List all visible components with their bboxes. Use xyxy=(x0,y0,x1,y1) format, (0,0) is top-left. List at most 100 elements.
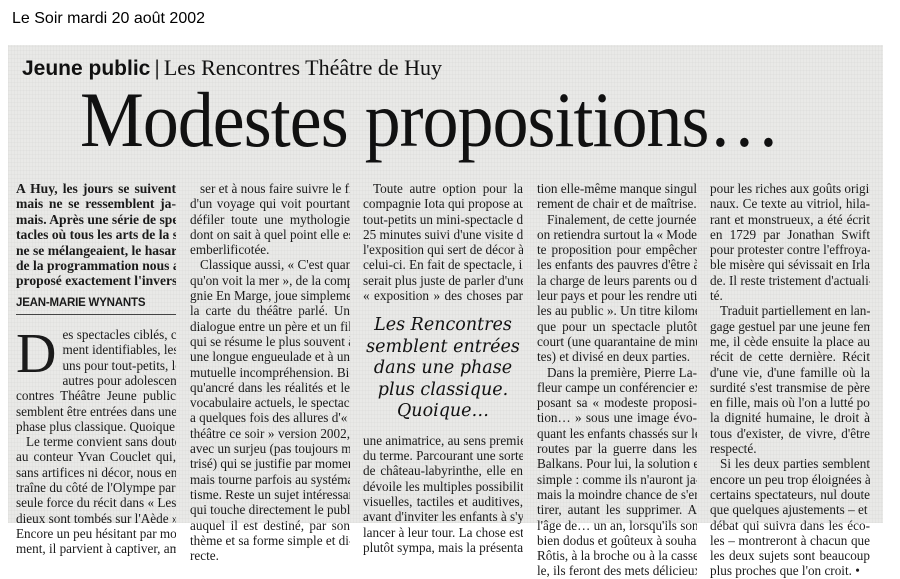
text-line: l'exposition qui sert de décor à xyxy=(363,242,523,258)
text-line: Le terme convient sans doute xyxy=(26,434,176,450)
column-4: tion elle-même manque singuliè-rement de… xyxy=(537,181,697,579)
text-line: certains spectateurs, nul doute xyxy=(710,486,870,502)
text-line: simple : comme ils n'auront ja- xyxy=(537,471,697,487)
text-line: les deux sujets sont beaucoup xyxy=(710,548,870,564)
pull-quote-line: dans une phase xyxy=(373,358,513,379)
text-line: tous d'exister, de vivre, d'être xyxy=(710,425,870,441)
text-line: ment identifiables, les xyxy=(62,342,176,358)
text-line: l'âge de… un an, lorsqu'ils sont xyxy=(537,517,697,533)
text-line: traîne du côté de l'Olympe par la xyxy=(16,480,176,495)
text-line: que pour un spectacle plutôt xyxy=(537,318,697,334)
page-caption: Le Soir mardi 20 août 2002 xyxy=(12,10,206,27)
text-line: A Huy, les jours se suivent xyxy=(16,181,176,196)
text-line: ble misère qui sévissait en Irlan- xyxy=(710,257,870,273)
text-line: recte. xyxy=(190,548,219,564)
text-line: naux. Ce texte au vitriol, hila- xyxy=(710,196,870,212)
text-line: serait plus juste de parler d'une xyxy=(363,272,523,288)
text-line: tisme. Reste un sujet intéressant xyxy=(190,486,350,502)
pull-quote-line: Les Rencontres xyxy=(374,315,512,336)
paragraph: Si les deux parties semblent encore un pe… xyxy=(710,456,870,578)
column-3: Toute autre option pour la compagnie Iota… xyxy=(363,181,523,555)
text-line: la dignité humaine, le droit à xyxy=(710,410,870,426)
text-line: semblent être entrées dans une xyxy=(16,403,176,419)
text-line: Rôtis, à la broche ou à la cassero- xyxy=(537,548,697,564)
text-line: mais. Après une série de spec- xyxy=(16,211,176,227)
text-line: pour les riches aux goûts origi- xyxy=(710,181,870,196)
text-line: a quelques fois des allures d'« Au xyxy=(190,410,350,426)
text-line: phase plus classique. Quoique… xyxy=(16,418,176,434)
text-line: Si les deux parties semblent xyxy=(720,456,870,472)
text-line: dont on sait à quel point elle est xyxy=(190,226,350,242)
text-line: mutuelle incompréhension. Bien xyxy=(190,364,350,380)
text-line: me, il cède ensuite la place au xyxy=(710,333,870,349)
text-line: celui-ci. En fait de spectacle, il xyxy=(363,257,523,273)
text-line: mais tourne parfois au systéma- xyxy=(190,471,350,487)
text-line: vocabulaire actuels, le spectacle xyxy=(190,395,350,411)
text-line: proposé exactement l'inverse. xyxy=(16,273,176,289)
text-line: té. xyxy=(710,288,723,304)
text-line: défiler toute une mythologie xyxy=(190,211,350,227)
drop-cap: D xyxy=(16,323,57,386)
text-line: Toute autre option pour la xyxy=(373,181,523,196)
pull-quote-line: semblent entrées xyxy=(366,336,520,357)
text-line: la carte du théâtre parlé. Un xyxy=(190,303,350,319)
text-line: court (une quarantaine de minu- xyxy=(537,333,697,349)
text-line: compagnie Iota qui propose aux xyxy=(363,196,523,212)
text-line: d'une vie, d'une famille où la xyxy=(710,364,870,380)
text-line: débat qui suivra dans les éco- xyxy=(710,517,870,533)
text-line: es spectacles ciblés, claire- xyxy=(62,327,176,343)
newspaper-clipping: Jeune public | Les Rencontres Théâtre de H… xyxy=(8,45,883,578)
text-line: fleur campe un conférencier ex- xyxy=(537,379,697,395)
text-line: seule force du récit dans « Les xyxy=(16,495,176,511)
text-line: Dans la première, Pierre La- xyxy=(547,364,697,380)
text-line: de. Il reste tristement d'actuali- xyxy=(710,272,870,288)
text-line: encore un peu trop éloignées à xyxy=(710,471,870,487)
text-line: trisé) qui se justifie par moment, xyxy=(190,456,350,472)
paragraph: tion elle-même manque singuliè-rement de… xyxy=(537,181,697,212)
paragraph: Toute autre option pour la compagnie Iota… xyxy=(363,181,523,303)
text-line: autres pour adolescents. Les Ren- xyxy=(62,372,176,388)
text-line: ment, il parvient à captiver, amu- xyxy=(16,541,176,557)
text-line: avant d'inviter les enfants à s'y xyxy=(363,509,523,525)
kicker: Jeune public | Les Rencontres Théâtre de H… xyxy=(22,55,442,81)
paragraph: une animatrice, au sens premier du terme.… xyxy=(363,433,523,555)
text-line: Encore un peu hésitant par mo- xyxy=(16,525,176,541)
paragraph: Finalement, de cette journée, on retiendr… xyxy=(537,212,697,365)
column-2: ser et à nous faire suivre le fil d'un vo… xyxy=(190,181,350,563)
text-line: ne se mélangeaient, le hasard xyxy=(16,242,176,258)
text-line: les au public ». Un titre kilométri- xyxy=(537,303,697,319)
kicker-subtitle: Les Rencontres Théâtre de Huy xyxy=(163,55,442,80)
column-1: A Huy, les jours se suivent mais ne se re… xyxy=(16,181,176,556)
text-line: routes par la guerre dans les xyxy=(537,441,697,457)
text-line: du terme. Parcourant une sorte xyxy=(363,448,523,464)
text-line: te proposition pour empêcher xyxy=(537,242,697,258)
paragraph: Des spectacles ciblés, claire-ment ident… xyxy=(16,323,176,434)
text-line: tion elle-même manque singuliè- xyxy=(537,181,697,196)
text-line: avec un surjeu (pas toujours maî- xyxy=(190,441,350,457)
text-line: on retiendra surtout la « Modes- xyxy=(537,226,697,242)
text-line: rant et monstrueux, a été écrit xyxy=(710,211,870,227)
text-line: tion… » sous une image évo- xyxy=(537,410,697,426)
text-line: en fille, mais où l'on a lutté pour xyxy=(710,395,870,411)
text-line: ser et à nous faire suivre le fil xyxy=(200,181,350,196)
text-line: Traduit partiellement en lan- xyxy=(720,303,870,319)
text-line: mais la moindre chance de s'en xyxy=(537,486,697,502)
text-line: contres Théâtre Jeune public xyxy=(16,388,176,404)
headline: Modestes propositions… xyxy=(80,76,780,163)
text-line: une longue engueulade et à une xyxy=(190,349,350,365)
text-line: qui se résume le plus souvent à xyxy=(190,333,350,349)
text-line: Balkans. Pour lui, la solution est xyxy=(537,456,697,472)
text-line: qui touche directement le public xyxy=(190,502,350,518)
text-line: gage gestuel par une jeune fem- xyxy=(710,318,870,334)
text-line: tes) et divisé en deux parties. xyxy=(537,349,691,365)
text-line: théâtre ce soir » version 2002, xyxy=(190,425,350,441)
text-line: dialogue entre un père et un fils xyxy=(190,318,350,334)
text-line: pour protester contre l'effroya- xyxy=(710,242,870,258)
text-line: uns pour tout-petits, les xyxy=(62,357,176,373)
text-line: qu'ancré dans les réalités et le xyxy=(190,379,350,395)
text-line: rement de chair et de maîtrise. xyxy=(537,196,697,212)
text-line: plus proches que l'on croit. • xyxy=(710,563,860,579)
text-line: récit de cette dernière. Récit xyxy=(710,349,870,365)
text-line: une animatrice, au sens premier xyxy=(363,432,523,448)
text-line: tirer, autant les supprimer. A xyxy=(537,502,697,518)
